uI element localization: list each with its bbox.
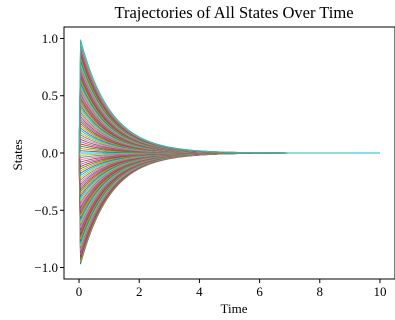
chart-title: Trajectories of All States Over Time bbox=[114, 3, 353, 22]
x-tick-label: 10 bbox=[373, 284, 386, 299]
x-tick-label: 8 bbox=[317, 284, 324, 299]
x-tick-label: 6 bbox=[256, 284, 263, 299]
y-axis-label: States bbox=[10, 139, 25, 170]
state-trajectory-line bbox=[78, 39, 380, 154]
x-axis-label: Time bbox=[221, 301, 248, 316]
y-tick-label: 1.0 bbox=[42, 31, 58, 46]
x-tick-label: 2 bbox=[136, 284, 143, 299]
y-tick-label: 0.0 bbox=[42, 146, 58, 161]
series-lines bbox=[78, 39, 380, 265]
x-tick-label: 4 bbox=[196, 284, 203, 299]
x-axis: 0 2 4 6 8 10 bbox=[76, 279, 386, 299]
y-axis: −1.0 −0.5 0.0 0.5 1.0 bbox=[34, 31, 64, 275]
y-tick-label: 0.5 bbox=[42, 88, 58, 103]
x-tick-label: 0 bbox=[76, 284, 83, 299]
y-tick-label: −0.5 bbox=[34, 203, 58, 218]
y-tick-label: −1.0 bbox=[34, 260, 58, 275]
